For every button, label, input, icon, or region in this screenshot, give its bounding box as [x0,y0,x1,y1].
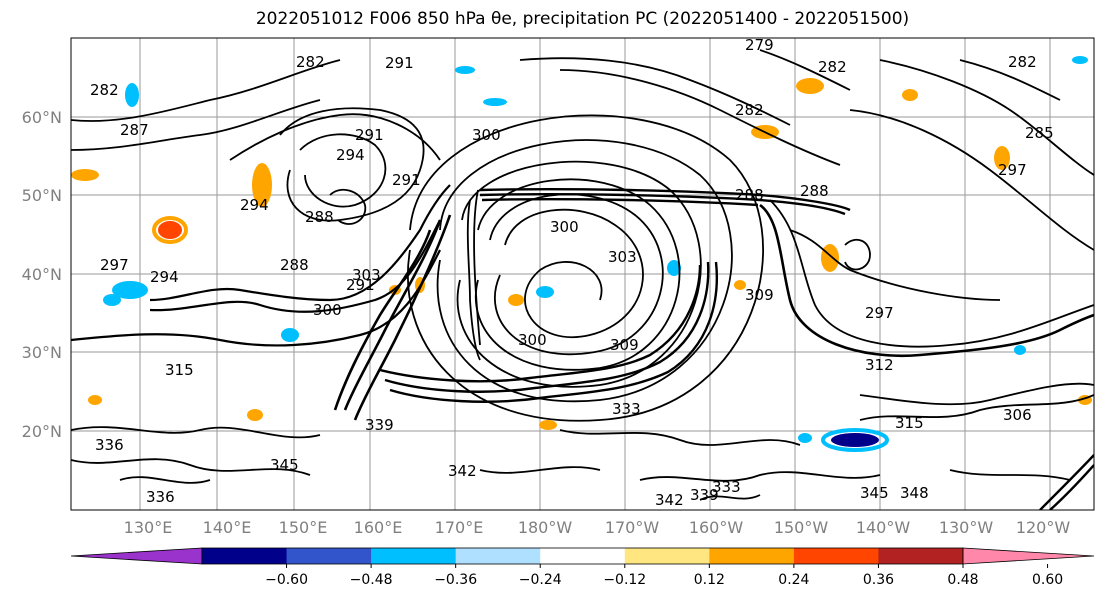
theta-e-contours [71,49,1094,510]
contour-label: 336 [95,436,124,454]
map-panel: 291 282 279 282 288 285 282 282 287 288 … [70,36,1095,511]
latitude-labels: 60°N 50°N 40°N 30°N 20°N [22,108,62,441]
lat-label-30n: 30°N [22,343,62,362]
contour-label: 282 [90,81,119,99]
lon-label: 140°E [203,518,252,537]
colorbar-tick-label: 0.12 [694,572,725,588]
colorbar-tick-label: 0.36 [863,572,894,588]
contour-label: 312 [865,356,894,374]
lon-label: 170°W [605,518,660,537]
colorbar-tick-label: −0.24 [519,572,562,588]
lon-label: 180°W [518,518,573,537]
contour-label: 309 [745,286,774,304]
contour-label: 288 [305,208,334,226]
lat-label-40n: 40°N [22,265,62,284]
contour-label: 303 [352,266,381,284]
contour-label: 287 [120,121,149,139]
contour-label: 297 [100,256,129,274]
colorbar-segment [540,548,626,564]
contour-label: 333 [712,478,741,496]
lon-label: 140°W [856,518,911,537]
colorbar-segment [286,548,372,564]
contour-label: 315 [895,414,924,432]
contour-label: 300 [472,126,501,144]
colorbar-segment [371,548,457,564]
colorbar-outline [201,547,964,565]
contour-label: 288 [735,186,764,204]
lon-label: 150°W [774,518,829,537]
contour-label: 342 [448,462,477,480]
colorbar-tick-label: −0.48 [350,572,393,588]
contour-label: 294 [240,196,269,214]
contour-label: 303 [608,248,637,266]
contour-label: 315 [165,361,194,379]
contour-label: 282 [296,53,325,71]
contour-label: 348 [900,484,929,502]
contour-label: 342 [655,491,684,509]
contour-label: 282 [735,101,764,119]
contour-label: 294 [336,146,365,164]
contour-label: 285 [1025,124,1054,142]
contour-label: 291 [346,276,375,294]
lon-label: 170°E [435,518,484,537]
contour-label: 345 [860,484,889,502]
contour-label: 309 [610,336,639,354]
colorbar-segment [878,548,964,564]
colorbar-segment [624,548,710,564]
contour-label: 336 [146,488,175,506]
colorbar-tick-label: −0.60 [265,572,308,588]
contour-label: 288 [800,182,829,200]
gridlines [71,38,1094,510]
colorbar-tick-label: −0.36 [434,572,477,588]
lon-label: 130°W [939,518,994,537]
contour-label: 306 [1003,406,1032,424]
contour-label: 300 [550,218,579,236]
contour-label: 300 [313,301,342,319]
contour-label: 297 [865,304,894,322]
contour-label: 288 [280,256,309,274]
contour-label: 297 [998,161,1027,179]
contour-label: 300 [518,331,547,349]
contour-label: 282 [1008,53,1037,71]
colorbar-extend-high [962,547,1095,565]
lon-label: 130°E [124,518,173,537]
lon-label: 160°E [354,518,403,537]
contour-label-group: 291 282 279 282 288 285 282 282 287 288 … [90,36,1054,509]
colorbar-tick-label: 0.48 [947,572,978,588]
colorbar-tick-label: −0.12 [603,572,646,588]
colorbar-segment [202,548,288,564]
lon-label: 160°W [689,518,744,537]
lat-label-20n: 20°N [22,422,62,441]
colorbar-tick-label: 0.60 [1032,572,1063,588]
colorbar-segment [793,548,879,564]
contour-label: 345 [270,456,299,474]
colorbar-segment [709,548,795,564]
colorbar: −0.60 −0.48 −0.36 −0.24 −0.12 0.12 0.24 0.36 0.4… [70,547,1095,588]
contour-label: 291 [392,171,421,189]
colorbar-segment [455,548,541,564]
lon-label: 120°W [1016,518,1071,537]
contour-label: 291 [385,54,414,72]
map-frame [70,37,1095,511]
lon-label: 150°E [279,518,328,537]
lat-label-60n: 60°N [22,108,62,127]
contour-label: 339 [690,486,719,504]
contour-label: 333 [612,400,641,418]
contour-label: 282 [818,58,847,76]
precip-shading [71,56,1092,452]
contour-label: 291 [355,126,384,144]
colorbar-extend-low [70,547,203,565]
contour-label: 339 [365,416,394,434]
figure-title: 2022051012 F006 850 hPa θe, precipitatio… [255,9,910,29]
contour-label: 294 [150,268,179,286]
colorbar-tick-label: 0.24 [778,572,809,588]
lat-label-50n: 50°N [22,186,62,205]
contour-label: 279 [745,36,774,54]
longitude-labels: 130°E 140°E 150°E 160°E 170°E 180°W 170°… [124,518,1071,537]
